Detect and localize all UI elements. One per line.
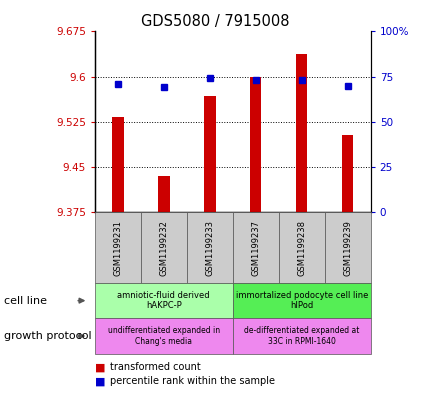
Text: cell line: cell line [4,296,47,306]
Bar [112,117,123,212]
Text: growth protocol: growth protocol [4,331,92,341]
Text: GSM1199238: GSM1199238 [297,220,305,275]
Text: de-differentiated expanded at
33C in RPMI-1640: de-differentiated expanded at 33C in RPM… [243,326,359,346]
Text: GSM1199231: GSM1199231 [113,220,122,275]
Text: percentile rank within the sample: percentile rank within the sample [110,376,274,386]
Text: GDS5080 / 7915008: GDS5080 / 7915008 [141,14,289,29]
Text: immortalized podocyte cell line
hIPod: immortalized podocyte cell line hIPod [235,291,367,310]
Text: GSM1199233: GSM1199233 [205,220,214,275]
Text: GSM1199239: GSM1199239 [342,220,351,275]
Bar [295,54,307,212]
Text: GSM1199237: GSM1199237 [251,220,260,275]
Bar [341,135,353,212]
Text: undifferentiated expanded in
Chang's media: undifferentiated expanded in Chang's med… [108,326,219,346]
Bar [203,96,215,212]
Bar [249,77,261,212]
Text: ■: ■ [95,362,105,373]
Bar [158,176,169,212]
Text: transformed count: transformed count [110,362,200,373]
Text: GSM1199232: GSM1199232 [159,220,168,275]
Text: ■: ■ [95,376,105,386]
Text: amniotic-fluid derived
hAKPC-P: amniotic-fluid derived hAKPC-P [117,291,209,310]
